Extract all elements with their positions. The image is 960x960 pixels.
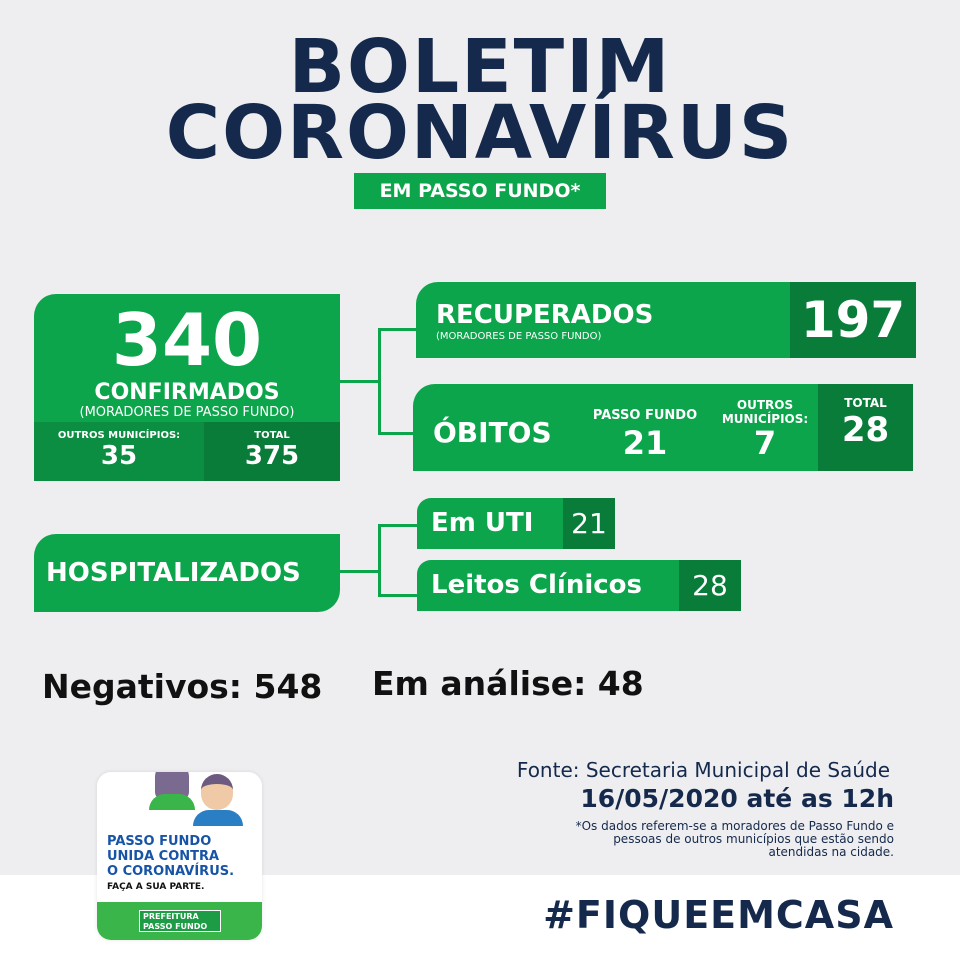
other-cities-cell: OUTROS MUNICÍPIOS: 35 xyxy=(34,422,204,481)
recovered-value: 197 xyxy=(790,282,916,358)
beds-label: Leitos Clínicos xyxy=(417,560,679,611)
icu-value: 21 xyxy=(563,498,615,549)
icu-label: Em UTI xyxy=(417,498,563,549)
man-mask-icon xyxy=(201,774,233,810)
confirmed-number: 340 xyxy=(111,298,263,382)
confirmed-label: CONFIRMADOS xyxy=(94,380,280,405)
negatives: Negativos: 548 xyxy=(42,667,323,706)
hashtag: #FIQUEEMCASA xyxy=(543,893,894,937)
recovered-card: RECUPERADOS (MORADORES DE PASSO FUNDO) 1… xyxy=(416,282,916,358)
confirmed-card: 340 CONFIRMADOS (MORADORES DE PASSO FUND… xyxy=(34,294,340,481)
under-analysis: Em análise: 48 xyxy=(372,664,644,703)
hospitalized-card: HOSPITALIZADOS xyxy=(34,534,340,612)
beds-value: 28 xyxy=(679,560,741,611)
footnote: *Os dados referem-se a moradores de Pass… xyxy=(575,819,894,859)
deaths-card: ÓBITOS PASSO FUNDO 21 OUTROS MUNICÍPIOS:… xyxy=(413,384,913,471)
campaign-logo: PASSO FUNDO UNIDA CONTRA O CORONAVÍRUS. FA… xyxy=(97,772,262,940)
total-cell: TOTAL 375 xyxy=(204,422,340,481)
date: 16/05/2020 até as 12h xyxy=(580,784,894,813)
source: Fonte: Secretaria Municipal de Saúde xyxy=(516,758,890,782)
prefeitura-logo: PREFEITURA PASSO FUNDO xyxy=(139,910,221,932)
confirmed-sub: (MORADORES DE PASSO FUNDO) xyxy=(79,405,295,420)
title-line1: BOLETIM xyxy=(288,24,672,110)
title-line2: CORONAVÍRUS xyxy=(165,90,795,176)
location-badge: EM PASSO FUNDO* xyxy=(354,173,606,209)
